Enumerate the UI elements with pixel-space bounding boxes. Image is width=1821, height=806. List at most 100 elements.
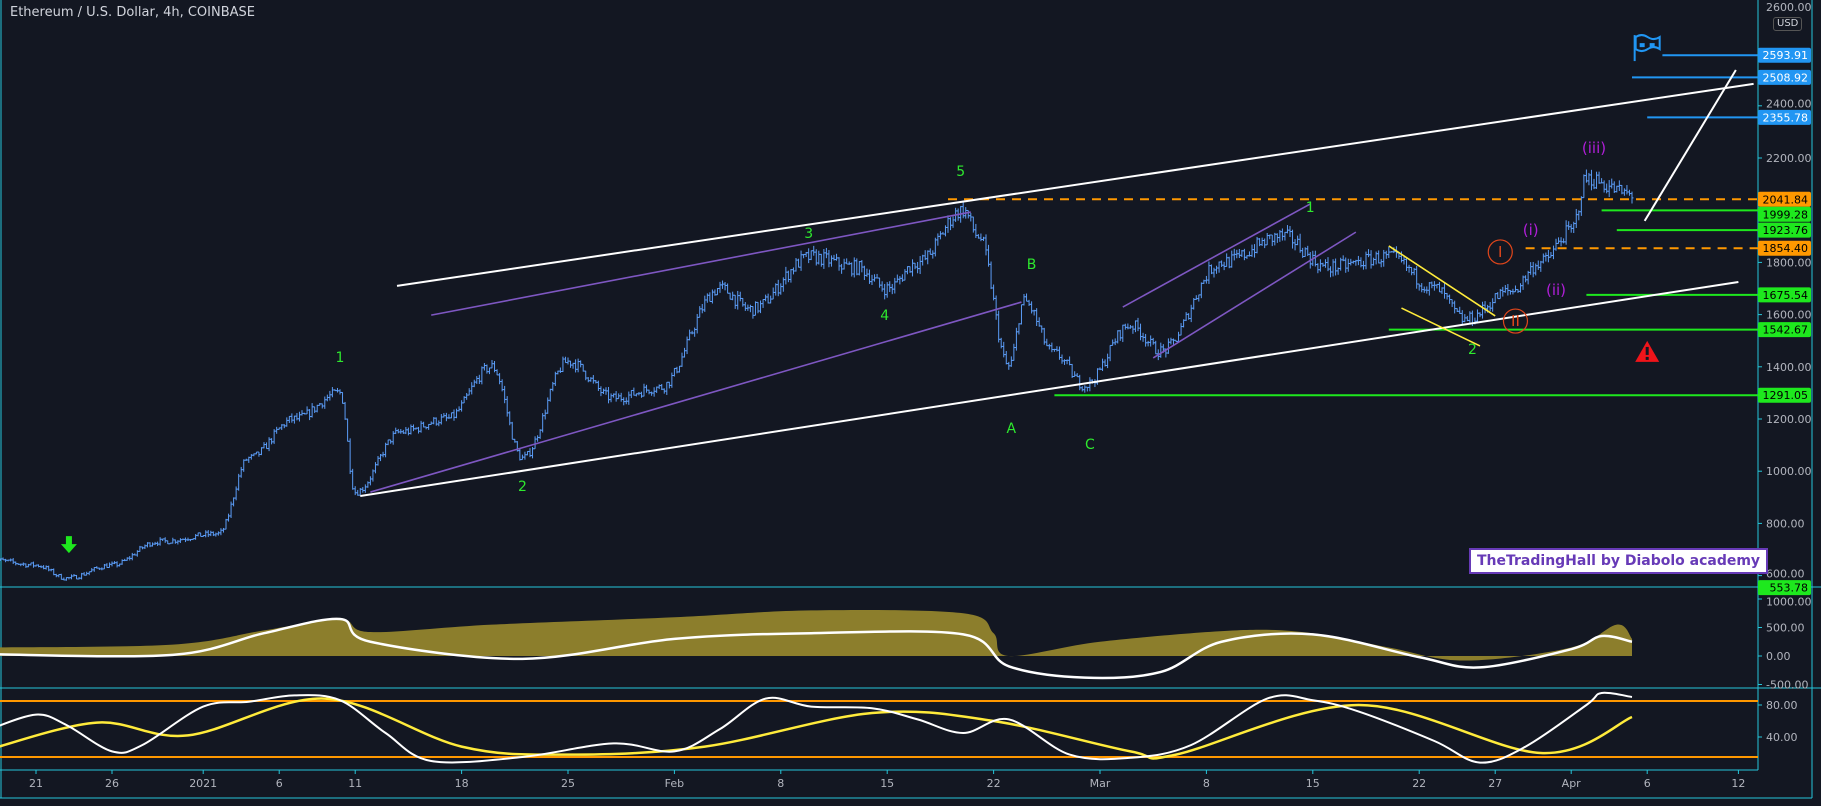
candle-bar (1189, 304, 1193, 323)
candle-bar (1019, 304, 1023, 325)
axes[interactable]: 2593.91 2508.92 2355.78 2041.84 1999.28 1923.… (29, 1, 1812, 790)
candle-bar (639, 391, 643, 398)
candle-bar (444, 412, 448, 422)
candle-bar (1106, 353, 1110, 369)
candle-bar (591, 375, 595, 384)
price-label-text: 2041.84 (1763, 193, 1809, 206)
x-tick-label: 22 (987, 777, 1001, 790)
price-label-green[interactable]: 1999.28 (1758, 206, 1811, 222)
candle-bar (1250, 244, 1254, 257)
candle-bar (733, 294, 737, 309)
candle-bar (234, 486, 238, 501)
candle-bar (1564, 220, 1568, 245)
candle-bar (1460, 310, 1464, 325)
candle-bar (110, 561, 114, 567)
candle-bar (239, 466, 243, 478)
candle-bar (827, 250, 831, 268)
candle-bar (328, 390, 332, 401)
candle-bar (1014, 327, 1018, 351)
price-label-blue[interactable]: 2355.78 (1758, 109, 1811, 125)
trend-line-purple[interactable] (1122, 203, 1311, 308)
warning-dot (1645, 356, 1649, 360)
price-label-blue[interactable]: 2593.91 (1758, 47, 1811, 63)
candle-bar (1379, 259, 1383, 268)
candle-bar (485, 364, 489, 374)
candle-bar (878, 277, 882, 288)
price-label-box (1758, 287, 1811, 303)
trend-line-purple[interactable] (431, 211, 971, 316)
candle-bar (480, 366, 484, 385)
price-label-green[interactable]: 553.78 (1758, 580, 1811, 596)
price-label-green[interactable]: 1291.05 (1758, 387, 1811, 403)
trend-line-white[interactable] (360, 280, 1739, 497)
candle-bar (543, 409, 547, 420)
candle-bar (807, 248, 811, 264)
price-label-box (1758, 191, 1811, 207)
candle-bar (1557, 237, 1561, 244)
wave-label-text: (ii) (1546, 281, 1566, 299)
candle-bar (1410, 266, 1414, 276)
trend-line-yellow[interactable] (1388, 245, 1496, 317)
trend-line-purple[interactable] (370, 301, 1022, 493)
candle-bar (1101, 358, 1105, 372)
candle-bar (351, 468, 355, 490)
wave-label-text: 1 (1306, 200, 1315, 216)
price-label-green[interactable]: 1675.54 (1758, 287, 1811, 303)
candle-bar (584, 370, 588, 381)
x-tick-label: 15 (1306, 777, 1320, 790)
candle-bar (756, 301, 760, 314)
price-label-blue[interactable]: 2508.92 (1758, 69, 1811, 85)
candle-bar (361, 487, 365, 493)
wave-label-text: II (1511, 312, 1520, 330)
candle-bar (1529, 262, 1533, 275)
candle-bar (178, 538, 182, 543)
candle-bar (262, 442, 266, 449)
currency-button[interactable]: USD (1773, 17, 1803, 31)
candle-bar (115, 561, 119, 568)
drawings (360, 54, 1758, 497)
wave-label: 3 (804, 226, 813, 242)
candle-bar (629, 389, 633, 399)
price-label-orange[interactable]: 1854.40 (1758, 240, 1811, 256)
candle-bar (703, 295, 707, 312)
trend-line-yellow[interactable] (1401, 307, 1481, 347)
candle-bar (1415, 265, 1419, 289)
trend-line-purple[interactable] (1152, 231, 1357, 359)
candle-bar (693, 327, 697, 337)
wave-circle (1502, 308, 1529, 334)
candle-bar (1346, 258, 1350, 272)
price-label-orange[interactable]: 2041.84 (1758, 191, 1811, 207)
candle-bar (1417, 283, 1421, 291)
candle-bar (632, 387, 636, 396)
price-label-green[interactable]: 1542.67 (1758, 322, 1811, 338)
candle-bar (579, 360, 583, 368)
candle-bar (574, 359, 578, 373)
price-label-green[interactable]: 1923.76 (1758, 222, 1811, 238)
candle-bar (911, 259, 915, 277)
candle-bar (1017, 323, 1021, 335)
candle-bar (576, 358, 580, 373)
candle-bar (287, 415, 291, 424)
candle-bar (1285, 225, 1289, 234)
y-tick-label: 1600.00 (1766, 309, 1812, 322)
candle-bar (1118, 329, 1122, 341)
wave-label-text: C (1085, 437, 1095, 453)
candle-bar (721, 280, 725, 289)
x-tick-label: 12 (1731, 777, 1745, 790)
candle-bar (665, 381, 669, 395)
wave-label: (iii) (1582, 139, 1606, 157)
trend-line-white[interactable] (1643, 69, 1737, 222)
candle-bar (1121, 324, 1125, 343)
wave-label: 1 (336, 350, 345, 366)
indicator-white-line (0, 617, 1633, 680)
candle-bar (227, 513, 231, 522)
candle-bar (292, 415, 296, 424)
candle-bar (343, 401, 347, 420)
candle-bar (417, 426, 421, 434)
trend-line-white[interactable] (396, 82, 1754, 287)
candle-bar (1116, 330, 1120, 344)
candle-bar (265, 442, 269, 450)
candle-bar (1025, 293, 1029, 302)
